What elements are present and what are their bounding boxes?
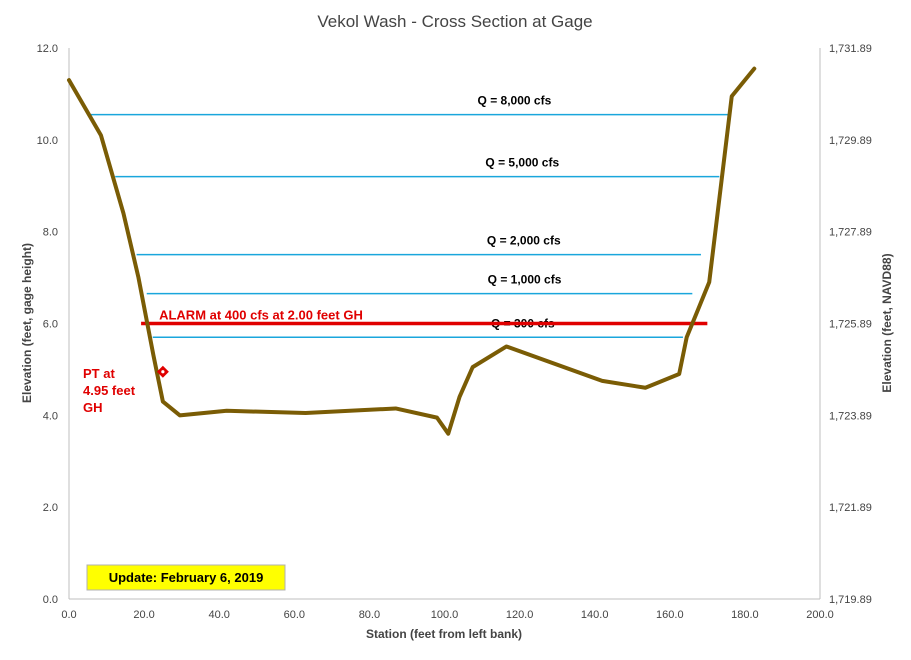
y-tick-label: 10.0 xyxy=(37,135,58,147)
pt-label-line: PT at xyxy=(83,366,115,381)
y-tick-label: 4.0 xyxy=(43,410,58,422)
chart-title: Vekol Wash - Cross Section at Gage xyxy=(317,12,592,31)
y-tick-label: 12.0 xyxy=(37,43,58,55)
update-box: Update: February 6, 2019 xyxy=(86,564,286,591)
x-tick-label: 140.0 xyxy=(581,609,609,621)
y-tick-label: 6.0 xyxy=(43,319,58,331)
pt-label-line: 4.95 feet xyxy=(83,383,136,398)
x-tick-label: 40.0 xyxy=(208,609,229,621)
x-tick-label: 180.0 xyxy=(731,609,759,621)
update-text: Update: February 6, 2019 xyxy=(109,570,264,585)
flow-label: Q = 8,000 cfs xyxy=(478,94,552,108)
pt-label-line: GH xyxy=(83,400,103,415)
y2-axis-title: Elevation (feet, NAVD88) xyxy=(880,253,894,392)
pt-group: PT at 4.95 feet GH xyxy=(83,365,169,415)
y2-tick-label: 1,719.89 xyxy=(829,594,872,606)
x-tick-label: 80.0 xyxy=(359,609,380,621)
x-tick-labels: 0.0 20.0 40.0 60.0 80.0 100.0 120.0 140.0 160.0 1… xyxy=(61,609,833,621)
pt-marker-center xyxy=(161,370,165,374)
y-tick-label: 0.0 xyxy=(43,594,58,606)
flow-label: Q = 1,000 cfs xyxy=(488,273,562,287)
y-tick-labels-left: 0.0 2.0 4.0 6.0 8.0 10.0 12.0 xyxy=(37,43,58,606)
x-tick-label: 0.0 xyxy=(61,609,76,621)
update-box-background xyxy=(86,564,286,591)
x-tick-label: 60.0 xyxy=(284,609,305,621)
y2-tick-label: 1,729.89 xyxy=(829,135,872,147)
y2-tick-label: 1,723.89 xyxy=(829,410,872,422)
cross-section-profile-line xyxy=(67,66,757,436)
alarm-group: ALARM at 400 cfs at 2.00 feet GH xyxy=(141,308,708,326)
y2-tick-label: 1,731.89 xyxy=(829,43,872,55)
flow-label: Q = 2,000 cfs xyxy=(487,234,561,248)
x-axis-title: Station (feet from left bank) xyxy=(366,627,522,641)
y2-tick-label: 1,725.89 xyxy=(829,319,872,331)
y2-tick-label: 1,727.89 xyxy=(829,227,872,239)
x-tick-label: 200.0 xyxy=(806,609,834,621)
x-tick-label: 120.0 xyxy=(506,609,534,621)
x-tick-label: 160.0 xyxy=(656,609,684,621)
y-tick-label: 2.0 xyxy=(43,502,58,514)
y-tick-label: 8.0 xyxy=(43,227,58,239)
alarm-label: ALARM at 400 cfs at 2.00 feet GH xyxy=(159,308,363,323)
flow-lines: Q = 8,000 cfs Q = 5,000 cfs Q = 2,000 cfs Q… xyxy=(90,94,729,339)
x-tick-label: 100.0 xyxy=(431,609,459,621)
flow-label: Q = 5,000 cfs xyxy=(485,156,559,170)
y-tick-labels-right: 1,719.89 1,721.89 1,723.89 1,725.89 1,727.89… xyxy=(829,43,872,606)
y-axis-title: Elevation (feet, gage height) xyxy=(20,243,34,403)
x-tick-label: 20.0 xyxy=(133,609,154,621)
y2-tick-label: 1,721.89 xyxy=(829,502,872,514)
